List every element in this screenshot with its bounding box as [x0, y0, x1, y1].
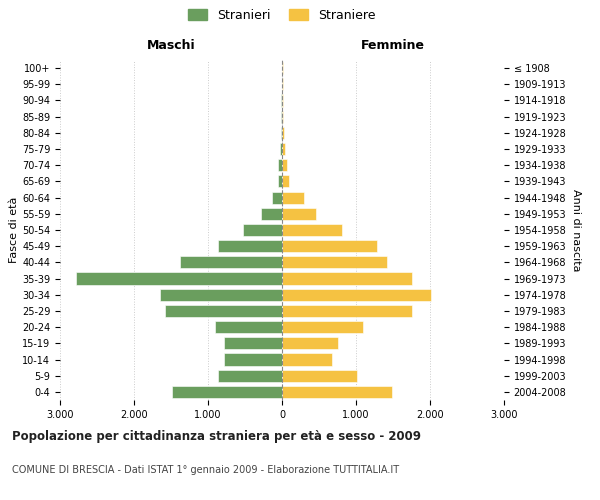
- Bar: [282, 386, 392, 398]
- Bar: [282, 192, 304, 203]
- Bar: [282, 256, 387, 268]
- Bar: [218, 370, 282, 382]
- Bar: [282, 272, 412, 284]
- Bar: [282, 127, 284, 139]
- Bar: [218, 240, 282, 252]
- Text: COMUNE DI BRESCIA - Dati ISTAT 1° gennaio 2009 - Elaborazione TUTTITALIA.IT: COMUNE DI BRESCIA - Dati ISTAT 1° gennai…: [12, 465, 399, 475]
- Y-axis label: Fasce di età: Fasce di età: [9, 197, 19, 263]
- Bar: [215, 321, 282, 333]
- Bar: [282, 110, 283, 122]
- Bar: [224, 338, 282, 349]
- Bar: [165, 305, 282, 317]
- Bar: [282, 208, 316, 220]
- Bar: [282, 159, 287, 172]
- Bar: [278, 176, 282, 188]
- Bar: [282, 305, 412, 317]
- Bar: [282, 354, 332, 366]
- Bar: [282, 370, 357, 382]
- Bar: [282, 288, 431, 301]
- Bar: [281, 110, 282, 122]
- Bar: [261, 208, 282, 220]
- Bar: [180, 256, 282, 268]
- Bar: [282, 240, 377, 252]
- Bar: [282, 338, 337, 349]
- Bar: [282, 224, 342, 236]
- Bar: [282, 176, 289, 188]
- Bar: [172, 386, 282, 398]
- Bar: [281, 127, 282, 139]
- Bar: [160, 288, 282, 301]
- Bar: [280, 143, 282, 155]
- Text: Femmine: Femmine: [361, 39, 425, 52]
- Bar: [243, 224, 282, 236]
- Bar: [282, 321, 364, 333]
- Bar: [224, 354, 282, 366]
- Text: Popolazione per cittadinanza straniera per età e sesso - 2009: Popolazione per cittadinanza straniera p…: [12, 430, 421, 443]
- Bar: [282, 94, 283, 106]
- Y-axis label: Anni di nascita: Anni di nascita: [571, 188, 581, 271]
- Bar: [76, 272, 282, 284]
- Text: Maschi: Maschi: [146, 39, 196, 52]
- Bar: [278, 159, 282, 172]
- Bar: [282, 143, 285, 155]
- Legend: Stranieri, Straniere: Stranieri, Straniere: [184, 4, 380, 26]
- Bar: [282, 78, 283, 90]
- Bar: [282, 62, 283, 74]
- Bar: [272, 192, 282, 203]
